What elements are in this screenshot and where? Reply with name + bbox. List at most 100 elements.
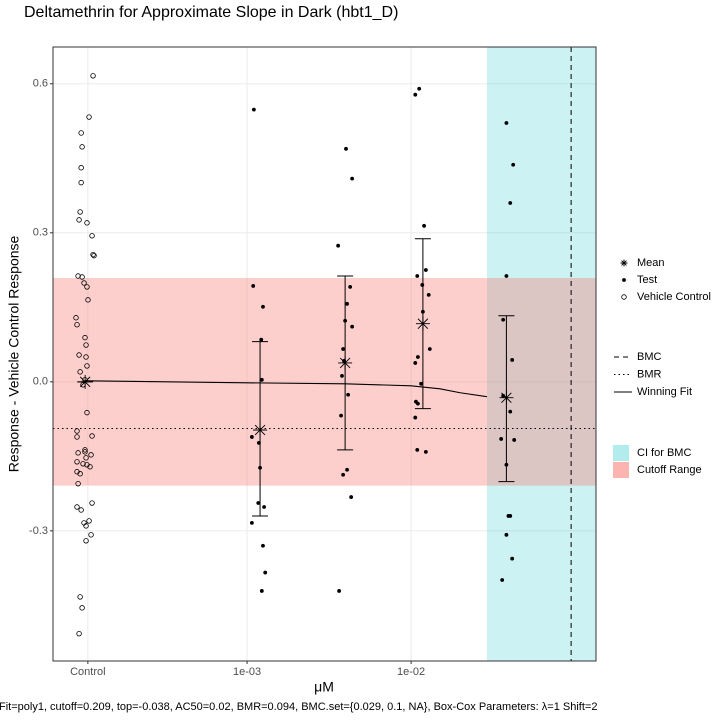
vehicle-point [83, 354, 89, 360]
legend-item: Cutoff Range [613, 462, 702, 478]
test-point [350, 324, 355, 329]
test-point [261, 543, 265, 548]
vehicle-point [89, 500, 95, 506]
vehicle-point [84, 220, 90, 226]
test-point [346, 392, 351, 397]
vehicle-point [84, 363, 90, 369]
legend-label: Cutoff Range [637, 464, 702, 476]
test-point [256, 441, 261, 445]
vehicle-point [77, 209, 83, 215]
test-point [339, 413, 343, 418]
test-point [416, 355, 420, 359]
legend-item: Test [622, 274, 657, 286]
vehicle-point [89, 233, 95, 239]
test-point [249, 520, 254, 525]
test-point [249, 435, 254, 439]
test-point [499, 437, 504, 441]
test-point [417, 86, 422, 91]
x-tick-label: Control [70, 666, 105, 678]
vehicle-point [86, 114, 92, 120]
test-point [622, 278, 626, 282]
vehicle-point [74, 321, 80, 328]
test-point [501, 393, 506, 398]
vehicle-point [80, 382, 86, 388]
test-point [423, 449, 428, 454]
test-point [508, 409, 513, 414]
test-point [426, 292, 431, 297]
test-point [416, 401, 420, 406]
y-tick-label: -0.3 [29, 525, 48, 537]
vehicle-point [79, 144, 85, 150]
y-axis-title: Response - Vehicle Control Response [6, 235, 22, 472]
x-tick-label: 1e-03 [233, 666, 261, 678]
test-point [261, 304, 265, 309]
test-point [419, 381, 423, 386]
chart-title: Deltamethrin for Approximate Slope in Da… [24, 4, 398, 21]
test-point [420, 283, 425, 287]
test-point [427, 347, 432, 351]
test-point [263, 570, 268, 575]
legend-label: BMR [637, 368, 662, 380]
vehicle-point [74, 428, 80, 434]
panel-border [52, 46, 597, 662]
vehicle-point [90, 73, 96, 79]
vehicle-point [77, 471, 83, 477]
test-point [504, 532, 509, 537]
vehicle-point [88, 532, 94, 538]
test-point [342, 359, 346, 363]
vehicle-point [82, 449, 88, 455]
vehicle-point [75, 450, 81, 456]
test-point [337, 589, 342, 593]
test-point [262, 505, 267, 509]
caption: Fit=poly1, cutoff=0.209, top=-0.038, AC5… [0, 701, 597, 713]
test-point [336, 243, 341, 248]
fit-line [85, 380, 488, 398]
x-axis-title: μM [314, 679, 334, 695]
ci-band [486, 47, 596, 661]
test-point [344, 146, 348, 151]
test-point [504, 462, 509, 467]
legend-label: Test [637, 274, 657, 286]
test-point [259, 337, 264, 342]
vehicle-point [81, 280, 87, 286]
legend-label: CI for BMC [637, 447, 691, 459]
vehicle-point [87, 464, 93, 470]
test-point [506, 514, 511, 518]
test-point [500, 578, 505, 582]
test-point [341, 472, 346, 477]
test-point [501, 317, 506, 322]
legend-item: BMC [614, 351, 662, 363]
test-point [510, 358, 515, 362]
vehicle-point [90, 251, 96, 258]
legend-item: Vehicle Control [621, 291, 711, 303]
vehicle-point [78, 179, 84, 186]
mean-point [415, 316, 430, 331]
test-point [504, 121, 509, 125]
legend-item: Winning Fit [614, 386, 692, 398]
legend-key [613, 462, 629, 478]
vehicle-point [82, 447, 88, 453]
test-point [340, 373, 344, 378]
vehicle-point [76, 217, 82, 223]
vehicle-point [76, 630, 82, 637]
y-tick-label: 0.0 [33, 376, 48, 388]
vehicle-point [88, 452, 94, 458]
vehicle-point [83, 538, 89, 544]
test-point [345, 467, 349, 472]
vehicle-point [78, 130, 84, 136]
y-tick-label: 0.6 [33, 78, 48, 90]
mean-point [338, 355, 353, 370]
vehicle-point [76, 352, 82, 358]
test-point [256, 501, 261, 505]
vehicle-point [85, 297, 91, 303]
test-point [421, 309, 425, 314]
legend-item: CI for BMC [613, 445, 691, 461]
test-point [512, 438, 517, 442]
test-point [413, 361, 418, 365]
vehicle-point [91, 252, 97, 259]
test-point [341, 347, 346, 351]
vehicle-point [83, 342, 89, 348]
legend-key [613, 445, 629, 461]
